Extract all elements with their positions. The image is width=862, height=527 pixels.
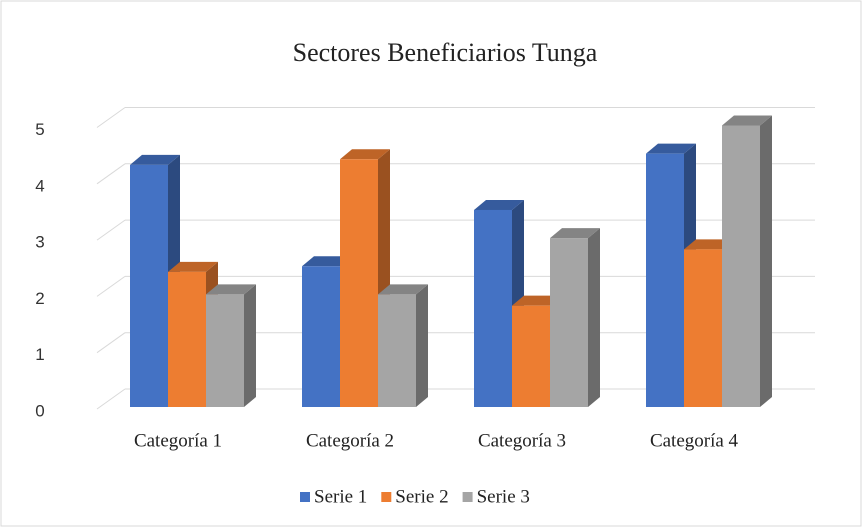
legend-label: Serie 3 xyxy=(477,486,530,507)
legend-swatch xyxy=(300,492,310,502)
y-tick-label: 2 xyxy=(35,289,44,308)
y-tick-label: 4 xyxy=(35,176,44,195)
bar-top xyxy=(722,115,772,126)
bar-top xyxy=(302,256,352,267)
bar-front xyxy=(550,238,588,407)
bar xyxy=(340,149,390,407)
bar-top xyxy=(340,149,390,160)
bar-top xyxy=(550,228,600,239)
y-tick-label: 5 xyxy=(35,120,44,139)
y-tick-label: 0 xyxy=(35,401,44,420)
grid-line xyxy=(96,219,815,241)
bar-front xyxy=(722,125,760,407)
legend-label: Serie 2 xyxy=(395,486,448,507)
bar-top xyxy=(684,239,734,250)
bar-top xyxy=(512,295,562,306)
bar-front xyxy=(512,305,550,407)
grid-side xyxy=(96,163,126,185)
legend-swatch xyxy=(381,492,392,502)
bar-side xyxy=(760,115,772,407)
bar-front xyxy=(684,249,722,407)
y-tick-label: 3 xyxy=(35,233,44,252)
x-tick-label: Categoría 4 xyxy=(650,430,739,451)
bar-front xyxy=(340,159,378,407)
legend-swatch xyxy=(462,492,473,502)
bar-top xyxy=(168,261,218,272)
legend-item: Serie 2 xyxy=(381,486,449,507)
bar-side xyxy=(244,284,256,407)
x-tick-label: Categoría 2 xyxy=(306,430,394,451)
x-tick-label: Categoría 1 xyxy=(134,430,222,451)
bar-top xyxy=(474,199,524,210)
chart-title: Sectores Beneficiarios Tunga xyxy=(293,38,598,67)
bar-front xyxy=(474,209,512,407)
x-tick-label: Categoría 3 xyxy=(478,430,566,451)
grid-side xyxy=(96,219,126,241)
bar xyxy=(722,115,772,407)
bar xyxy=(206,284,256,407)
bar-front xyxy=(646,153,684,407)
bar-top xyxy=(206,284,256,295)
grid-line xyxy=(96,107,815,128)
bar-side xyxy=(416,284,428,407)
grid-side xyxy=(96,332,126,354)
grid-side xyxy=(96,275,126,297)
bar-front xyxy=(130,164,168,407)
bar-top xyxy=(130,154,180,165)
legend-label: Serie 1 xyxy=(314,486,367,507)
y-tick-label: 1 xyxy=(35,345,44,364)
bar xyxy=(550,228,600,407)
bar-front xyxy=(168,271,206,407)
bar-front xyxy=(302,266,340,407)
grid-side xyxy=(96,107,126,128)
bar-front xyxy=(206,294,244,407)
legend-item: Serie 3 xyxy=(462,486,530,507)
grid-side xyxy=(96,388,126,410)
bar-top xyxy=(646,143,696,154)
bar-top xyxy=(378,284,428,295)
bar-front xyxy=(378,294,416,407)
bar-side xyxy=(588,228,600,407)
legend-item: Serie 1 xyxy=(300,486,367,507)
grid-line xyxy=(96,163,815,185)
bar xyxy=(378,284,428,407)
